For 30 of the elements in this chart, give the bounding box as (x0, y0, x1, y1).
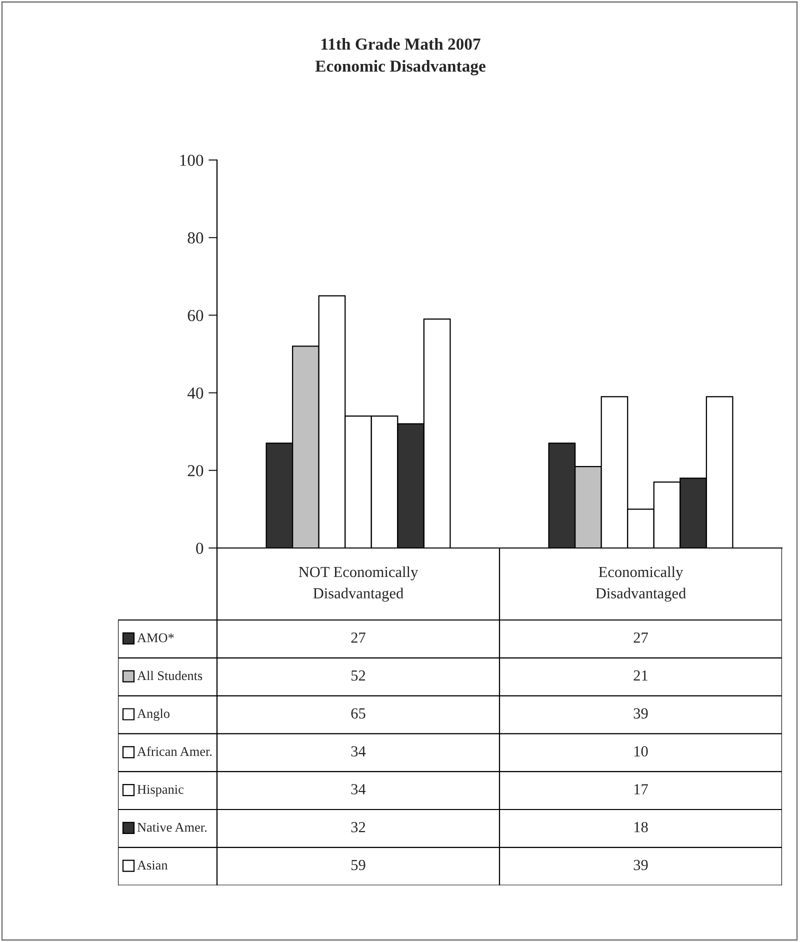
data-label: 27 (351, 632, 366, 643)
legend-label: Anglo (137, 708, 170, 721)
y-tick-label: 100 (180, 154, 204, 166)
x-tick-label: Economically Disadvantaged (596, 566, 686, 602)
y-tick-label: 0 (196, 542, 204, 554)
data-label: 18 (634, 822, 648, 832)
legend-label: AMO* (137, 633, 174, 642)
legend-label: Asian (137, 860, 168, 870)
data-label: 21 (634, 670, 648, 681)
y-tick-label: 80 (188, 232, 204, 244)
legend-label: Hispanic (137, 784, 184, 797)
chart-title: 11th Grade Math 2007 Economic Disadvantage (315, 38, 486, 76)
data-label: 39 (634, 860, 648, 870)
data-label: 34 (351, 784, 366, 794)
legend-label: All Students (137, 670, 202, 680)
data-label: 34 (351, 746, 366, 756)
data-label: 10 (634, 746, 648, 756)
y-tick-label: 20 (188, 465, 204, 476)
y-tick-label: 40 (187, 388, 204, 399)
data-label: 65 (351, 708, 366, 719)
legend-label: Native Amer. (137, 822, 206, 832)
data-label: 39 (634, 708, 648, 719)
legend-label: African Amer. (137, 746, 212, 756)
x-tick-label: NOT Economically Disadvantaged (298, 566, 418, 602)
data-label: 32 (351, 822, 366, 832)
data-label: 52 (352, 670, 366, 681)
data-label: 27 (634, 632, 648, 643)
data-label: 17 (634, 784, 648, 794)
y-tick-label: 60 (188, 310, 204, 322)
data-label: 59 (352, 860, 366, 870)
